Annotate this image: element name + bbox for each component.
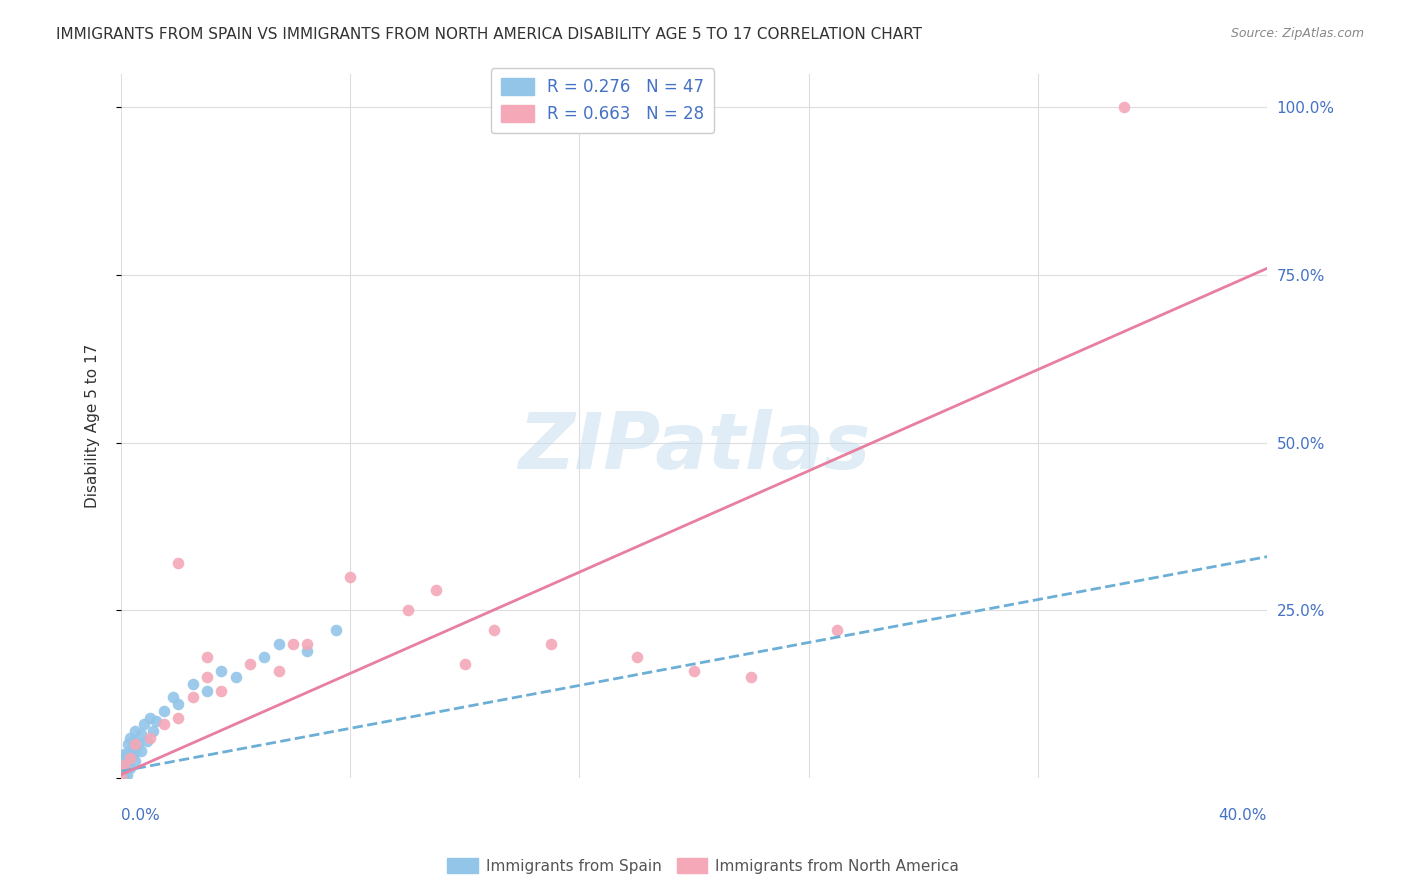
Point: [132, 717, 155, 731]
Point: [740, 670, 762, 684]
Point: [112, 747, 135, 762]
Point: [118, 751, 141, 765]
Point: [339, 570, 361, 584]
Point: [124, 738, 146, 752]
Point: [129, 744, 152, 758]
Point: [153, 717, 176, 731]
Point: [253, 650, 276, 665]
Point: [124, 744, 146, 758]
Point: [121, 734, 143, 748]
Point: [124, 723, 146, 738]
Point: [111, 771, 134, 785]
Point: [124, 754, 146, 768]
Point: [162, 690, 184, 705]
Point: [110, 771, 132, 785]
Point: [209, 683, 232, 698]
Text: 40.0%: 40.0%: [1219, 808, 1267, 823]
Point: [111, 754, 134, 768]
Point: [110, 767, 132, 781]
Text: ZIPatlas: ZIPatlas: [517, 409, 870, 485]
Point: [139, 731, 162, 745]
Point: [827, 624, 849, 638]
Point: [117, 747, 139, 762]
Point: [1112, 100, 1135, 114]
Point: [112, 764, 135, 779]
Point: [281, 637, 304, 651]
Point: [121, 747, 143, 762]
Point: [225, 670, 247, 684]
Point: [111, 767, 134, 781]
Point: [110, 751, 132, 765]
Legend: R = 0.276   N = 47, R = 0.663   N = 28: R = 0.276 N = 47, R = 0.663 N = 28: [491, 68, 714, 133]
Point: [118, 761, 141, 775]
Point: [114, 754, 136, 768]
Point: [482, 624, 505, 638]
Point: [115, 751, 138, 765]
Point: [115, 757, 138, 772]
Point: [325, 624, 347, 638]
Point: [425, 583, 447, 598]
Point: [117, 738, 139, 752]
Point: [112, 757, 135, 772]
Point: [129, 727, 152, 741]
Point: [626, 650, 648, 665]
Point: [118, 731, 141, 745]
Legend: Immigrants from Spain, Immigrants from North America: Immigrants from Spain, Immigrants from N…: [441, 852, 965, 880]
Point: [112, 757, 135, 772]
Point: [139, 710, 162, 724]
Point: [267, 664, 290, 678]
Point: [195, 670, 218, 684]
Text: Source: ZipAtlas.com: Source: ZipAtlas.com: [1230, 27, 1364, 40]
Point: [297, 637, 319, 651]
Point: [127, 738, 149, 752]
Point: [112, 771, 135, 785]
Point: [454, 657, 477, 671]
Point: [118, 744, 141, 758]
Point: [297, 643, 319, 657]
Point: [135, 734, 157, 748]
Point: [195, 650, 218, 665]
Point: [110, 764, 132, 779]
Point: [181, 690, 204, 705]
Point: [239, 657, 262, 671]
Point: [167, 697, 190, 711]
Point: [114, 761, 136, 775]
Point: [145, 714, 167, 728]
Point: [111, 764, 134, 779]
Point: [153, 704, 176, 718]
Point: [167, 710, 190, 724]
Point: [181, 677, 204, 691]
Point: [540, 637, 562, 651]
Point: [142, 723, 165, 738]
Y-axis label: Disability Age 5 to 17: Disability Age 5 to 17: [86, 343, 100, 508]
Point: [396, 603, 419, 617]
Point: [267, 637, 290, 651]
Point: [209, 664, 232, 678]
Point: [195, 683, 218, 698]
Point: [167, 557, 190, 571]
Point: [683, 664, 706, 678]
Point: [114, 764, 136, 779]
Text: IMMIGRANTS FROM SPAIN VS IMMIGRANTS FROM NORTH AMERICA DISABILITY AGE 5 TO 17 CO: IMMIGRANTS FROM SPAIN VS IMMIGRANTS FROM…: [56, 27, 922, 42]
Point: [115, 767, 138, 781]
Point: [110, 761, 132, 775]
Point: [110, 771, 132, 785]
Text: 0.0%: 0.0%: [121, 808, 160, 823]
